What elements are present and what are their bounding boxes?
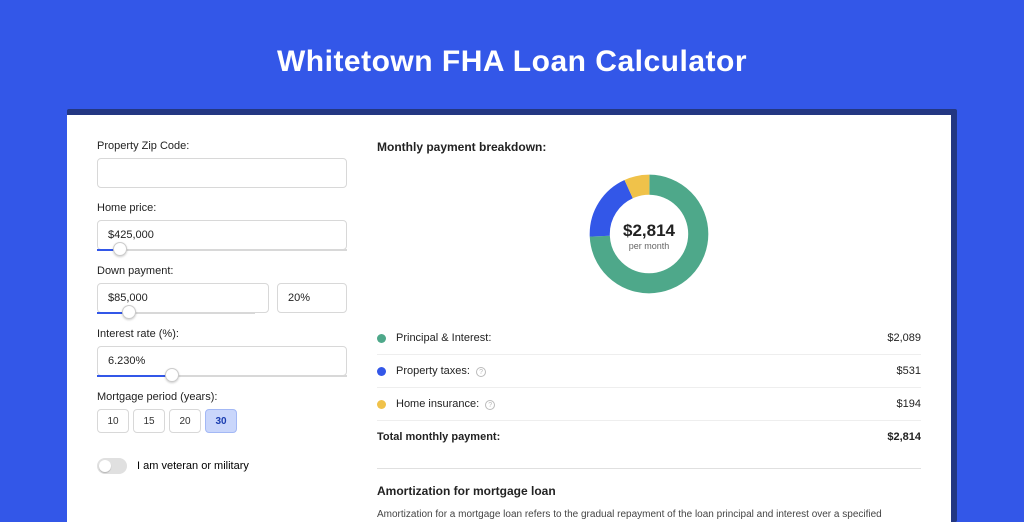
mortgage-period-group: Mortgage period (years): 10152030 xyxy=(97,391,347,433)
legend-value: $2,089 xyxy=(887,332,921,344)
period-btn-10[interactable]: 10 xyxy=(97,409,129,433)
info-icon[interactable]: ? xyxy=(485,400,495,410)
card-shadow: Property Zip Code: Home price: Down paym… xyxy=(67,109,957,522)
period-btn-15[interactable]: 15 xyxy=(133,409,165,433)
period-buttons: 10152030 xyxy=(97,409,347,433)
zip-group: Property Zip Code: xyxy=(97,140,347,188)
form-panel: Property Zip Code: Home price: Down paym… xyxy=(97,140,347,522)
info-icon[interactable]: ? xyxy=(476,367,486,377)
legend-dot xyxy=(377,400,386,409)
interest-rate-slider[interactable] xyxy=(97,375,347,377)
down-payment-percent-input[interactable] xyxy=(277,283,347,313)
legend-label: Principal & Interest: xyxy=(396,332,887,344)
slider-thumb[interactable] xyxy=(122,305,136,319)
legend-value: $194 xyxy=(897,398,921,410)
amortization-section: Amortization for mortgage loan Amortizat… xyxy=(377,468,921,522)
total-label: Total monthly payment: xyxy=(377,431,887,443)
breakdown-title: Monthly payment breakdown: xyxy=(377,140,921,154)
page-title: Whitetown FHA Loan Calculator xyxy=(0,45,1024,79)
home-price-slider[interactable] xyxy=(97,249,347,251)
down-payment-slider[interactable] xyxy=(97,312,255,314)
legend-dot xyxy=(377,367,386,376)
amortization-title: Amortization for mortgage loan xyxy=(377,484,921,498)
interest-rate-input[interactable] xyxy=(97,346,347,376)
interest-rate-group: Interest rate (%): xyxy=(97,328,347,377)
donut-chart: $2,814 per month xyxy=(377,169,921,302)
legend-value: $531 xyxy=(897,365,921,377)
amortization-text: Amortization for a mortgage loan refers … xyxy=(377,508,921,522)
donut-center: $2,814 per month xyxy=(623,221,675,251)
interest-rate-label: Interest rate (%): xyxy=(97,328,347,340)
period-btn-20[interactable]: 20 xyxy=(169,409,201,433)
down-payment-group: Down payment: xyxy=(97,265,347,314)
calculator-card: Property Zip Code: Home price: Down paym… xyxy=(67,115,951,522)
home-price-group: Home price: xyxy=(97,202,347,251)
veteran-label: I am veteran or military xyxy=(137,460,249,472)
page-container: Whitetown FHA Loan Calculator Property Z… xyxy=(0,0,1024,512)
legend-row: Home insurance: ?$194 xyxy=(377,388,921,421)
total-value: $2,814 xyxy=(887,431,921,443)
donut-amount: $2,814 xyxy=(623,221,675,241)
toggle-knob xyxy=(99,460,111,472)
legend-dot xyxy=(377,334,386,343)
legend-label: Property taxes: ? xyxy=(396,365,897,377)
total-row: Total monthly payment: $2,814 xyxy=(377,421,921,453)
slider-thumb[interactable] xyxy=(113,242,127,256)
breakdown-panel: Monthly payment breakdown: $2,814 per mo… xyxy=(377,140,921,522)
home-price-input[interactable] xyxy=(97,220,347,250)
down-payment-label: Down payment: xyxy=(97,265,347,277)
veteran-row: I am veteran or military xyxy=(97,458,347,474)
veteran-toggle[interactable] xyxy=(97,458,127,474)
home-price-label: Home price: xyxy=(97,202,347,214)
legend-label: Home insurance: ? xyxy=(396,398,897,410)
legend-row: Principal & Interest:$2,089 xyxy=(377,322,921,355)
zip-label: Property Zip Code: xyxy=(97,140,347,152)
slider-thumb[interactable] xyxy=(165,368,179,382)
zip-input[interactable] xyxy=(97,158,347,188)
period-btn-30[interactable]: 30 xyxy=(205,409,237,433)
legend-row: Property taxes: ?$531 xyxy=(377,355,921,388)
mortgage-period-label: Mortgage period (years): xyxy=(97,391,347,403)
donut-sub: per month xyxy=(623,241,675,251)
legend: Principal & Interest:$2,089Property taxe… xyxy=(377,322,921,421)
